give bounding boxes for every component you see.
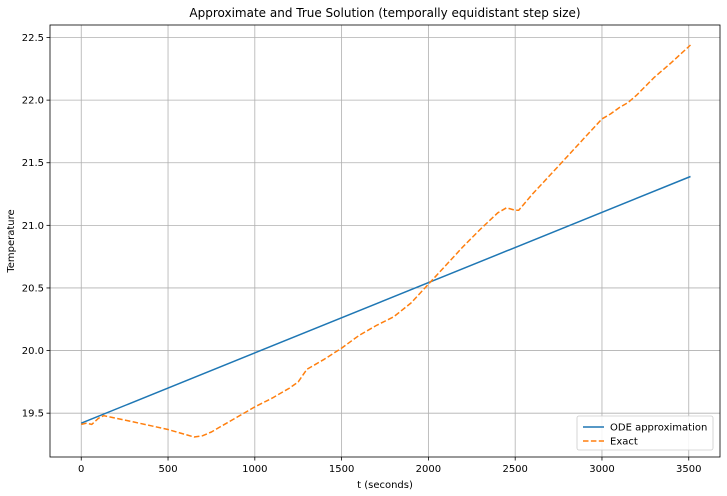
x-tick-label: 3000 — [589, 464, 614, 475]
x-tick-label: 2500 — [502, 464, 527, 475]
x-tick-label: 2000 — [416, 464, 441, 475]
y-axis-label: Temperature — [6, 209, 17, 273]
y-tick-label: 21.0 — [22, 221, 44, 232]
y-tick-label: 22.5 — [22, 33, 44, 44]
ticks: 0 500 1000 1500 2000 2500 3000 3500 19.5 20.0 20.5… — [22, 33, 702, 475]
y-tick-label: 19.5 — [22, 409, 44, 420]
x-tick-label: 500 — [158, 464, 177, 475]
x-tick-label: 3500 — [676, 464, 701, 475]
series-line-ode-approximation — [80, 175, 691, 424]
x-tick-label: 0 — [78, 464, 84, 475]
y-tick-label: 22.0 — [22, 96, 44, 107]
series-layer — [80, 44, 692, 438]
legend-label: Exact — [610, 437, 638, 448]
x-axis-label: t (seconds) — [357, 480, 413, 491]
y-tick-label: 20.5 — [22, 283, 44, 294]
legend-label: ODE approximation — [610, 423, 707, 434]
legend-box — [576, 415, 714, 451]
plot-frame — [49, 24, 721, 458]
legend: ODE approximation Exact — [576, 415, 714, 451]
y-tick-label: 20.0 — [22, 346, 44, 357]
grid — [50, 25, 720, 457]
x-tick-label: 1000 — [242, 464, 267, 475]
y-tick-label: 21.5 — [22, 158, 44, 169]
chart-title: Approximate and True Solution (temporall… — [189, 6, 580, 20]
x-tick-label: 1500 — [329, 464, 354, 475]
